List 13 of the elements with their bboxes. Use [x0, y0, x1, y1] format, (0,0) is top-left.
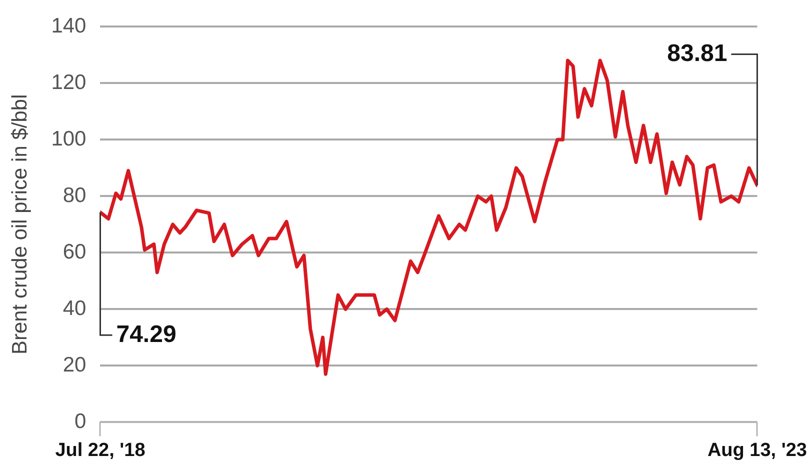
y-tick-label: 40	[62, 296, 86, 320]
y-tick-label: 140	[51, 14, 86, 38]
annotation: 83.81	[667, 40, 728, 67]
y-tick-label: 60	[62, 240, 86, 264]
x-tick-label: Aug 13, '23	[707, 440, 808, 461]
y-tick-label: 20	[62, 353, 86, 376]
annotation: 74.29	[116, 320, 176, 348]
x-tick-label: Jul 22, '18	[55, 440, 146, 461]
y-tick-label: 0	[74, 410, 86, 433]
y-tick-label: 100	[51, 127, 86, 150]
y-tick-label: 120	[51, 70, 86, 94]
y-tick-label: 80	[62, 184, 86, 207]
y-axis-title: Brent crude oil price in $/bbl	[8, 94, 32, 355]
